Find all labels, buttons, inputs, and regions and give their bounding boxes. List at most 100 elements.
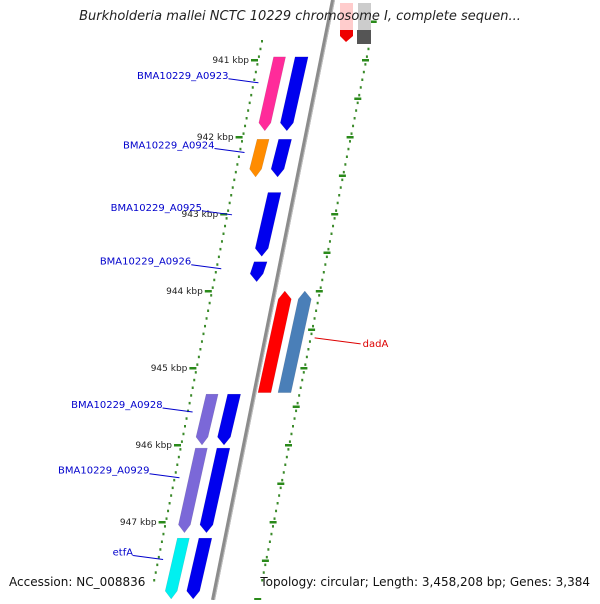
track-dot — [242, 132, 245, 135]
track-dot — [156, 563, 159, 567]
backbone-line — [211, 0, 335, 601]
gene-label-leader — [314, 337, 361, 345]
track-dot — [225, 217, 228, 220]
track-dot — [327, 247, 330, 251]
track-dot — [248, 101, 251, 105]
gene-feature — [254, 192, 282, 257]
track-dot — [305, 355, 308, 359]
gene-feature — [277, 290, 312, 393]
track-dot — [259, 47, 262, 51]
track-dot — [262, 571, 265, 574]
partial-feature — [358, 3, 371, 30]
track-dot — [279, 486, 282, 490]
track-dot — [170, 494, 173, 497]
gene-feature — [199, 447, 231, 534]
track-dot — [251, 86, 254, 89]
track-dot — [208, 301, 211, 305]
track-dot — [333, 217, 336, 220]
backbone-highlight — [214, 0, 335, 601]
track-dot — [200, 340, 203, 343]
track-dot — [240, 140, 243, 143]
track-dot — [171, 486, 174, 490]
track-dot — [244, 124, 247, 128]
track-dot — [207, 309, 210, 312]
track-dot — [339, 186, 342, 189]
track-dot — [202, 332, 205, 336]
track-dot — [245, 117, 248, 120]
tick-mark-outer — [254, 598, 262, 601]
track-dot — [308, 340, 311, 343]
tick-mark-outer — [277, 482, 285, 485]
track-dot — [253, 78, 256, 81]
gene-label-leader — [133, 554, 164, 560]
gene-label: BMA10229_A0923 — [137, 71, 228, 82]
track-dot — [359, 86, 362, 89]
gene-etfA: etfA — [113, 547, 164, 560]
gene-label-leader — [149, 473, 180, 479]
track-dot — [160, 540, 163, 543]
track-dot — [347, 147, 350, 151]
track-dot — [230, 194, 233, 197]
genes: BMA10229_A0923 BMA10229_A0924 BMA10229_A09… — [58, 71, 388, 560]
track-dot — [199, 348, 202, 351]
track-dot — [177, 455, 180, 459]
gene-label: BMA10229_A0929 — [58, 466, 149, 477]
cds-feature — [257, 290, 292, 393]
tick-mark-outer — [269, 521, 277, 524]
scale-ticks: 941 kbp 942 kbp 943 kbp 944 kbp 945 kbp 946 k… — [120, 20, 377, 601]
track-dot — [290, 432, 293, 436]
gene-feature — [249, 261, 268, 283]
gene-label-leader — [162, 407, 193, 413]
track-dot — [350, 132, 353, 135]
track-dot — [211, 286, 214, 289]
track-dot — [254, 70, 257, 74]
track-dot — [332, 224, 335, 228]
top-partial-genes — [340, 3, 371, 44]
tick-label: 947 kbp — [120, 518, 157, 528]
gene-label-leader — [214, 148, 245, 154]
track-dot — [153, 579, 156, 582]
track-dot — [236, 163, 239, 166]
track-dot — [356, 101, 359, 105]
tick-mark-outer — [323, 251, 331, 254]
track-dot — [284, 463, 287, 466]
track-dot — [176, 463, 179, 466]
track-dot — [222, 232, 225, 235]
track-dot — [298, 394, 301, 397]
track-dot — [338, 194, 341, 197]
track-dot — [319, 286, 322, 289]
cds-feature — [195, 393, 219, 446]
track-dot — [196, 363, 199, 366]
track-dot — [362, 70, 365, 74]
track-dot — [188, 401, 191, 405]
track-dot — [301, 378, 304, 382]
track-dot — [219, 247, 222, 251]
guide-track-right — [261, 40, 371, 582]
tick-mark — [251, 59, 258, 62]
track-dot — [173, 478, 176, 482]
gene-BMA10229_A0929: BMA10229_A0929 — [58, 466, 180, 479]
track-dot — [302, 371, 305, 374]
track-dot — [324, 263, 327, 266]
track-dot — [355, 109, 358, 112]
tick-mark-outer — [285, 444, 292, 447]
tick-mark-outer — [331, 213, 339, 216]
track-dot — [344, 163, 347, 166]
partial-feature-tip — [340, 30, 353, 42]
track-dot — [216, 263, 219, 266]
track-dot — [336, 201, 339, 205]
track-dot — [194, 371, 197, 374]
track-dot — [213, 278, 216, 282]
track-dot — [271, 525, 274, 528]
track-dot — [187, 409, 190, 413]
track-dot — [304, 363, 307, 366]
gene-BMA10229_A0926: BMA10229_A0926 — [100, 257, 222, 270]
track-dot — [257, 55, 260, 58]
track-dot — [256, 63, 259, 66]
track-dot — [227, 209, 230, 212]
tick-mark-outer — [346, 136, 354, 139]
track-dot — [299, 386, 302, 389]
track-dot — [167, 509, 170, 513]
